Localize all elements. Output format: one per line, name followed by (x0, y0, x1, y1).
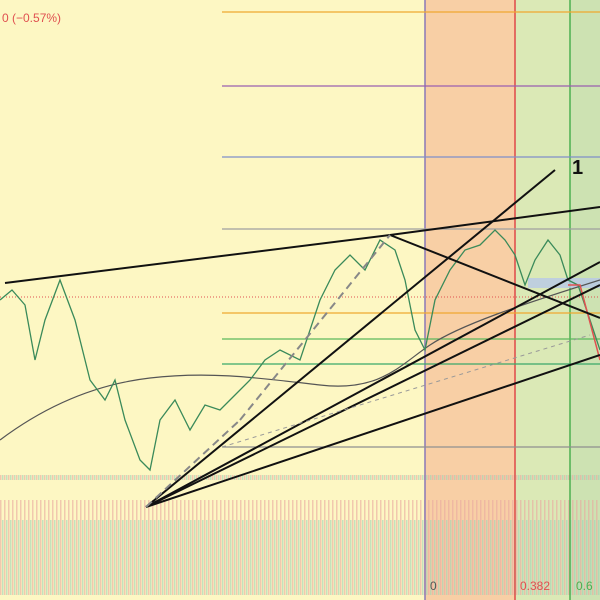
trend-lines (4, 169, 600, 508)
fib-time-label: 0.6 (576, 579, 593, 593)
dashed-line (145, 419, 241, 508)
change-label: 0 (−0.57%) (2, 11, 61, 25)
price-box (528, 278, 600, 288)
volume-bars (0, 475, 600, 595)
projection (568, 284, 600, 361)
dashed-line (221, 334, 591, 448)
price-series (0, 229, 600, 472)
wave-label: 1 (572, 157, 583, 179)
moving-average (0, 279, 600, 441)
dashed-line (239, 234, 391, 421)
fib-time-label: 0.382 (520, 579, 550, 593)
fib-time-label: 0 (430, 579, 437, 593)
